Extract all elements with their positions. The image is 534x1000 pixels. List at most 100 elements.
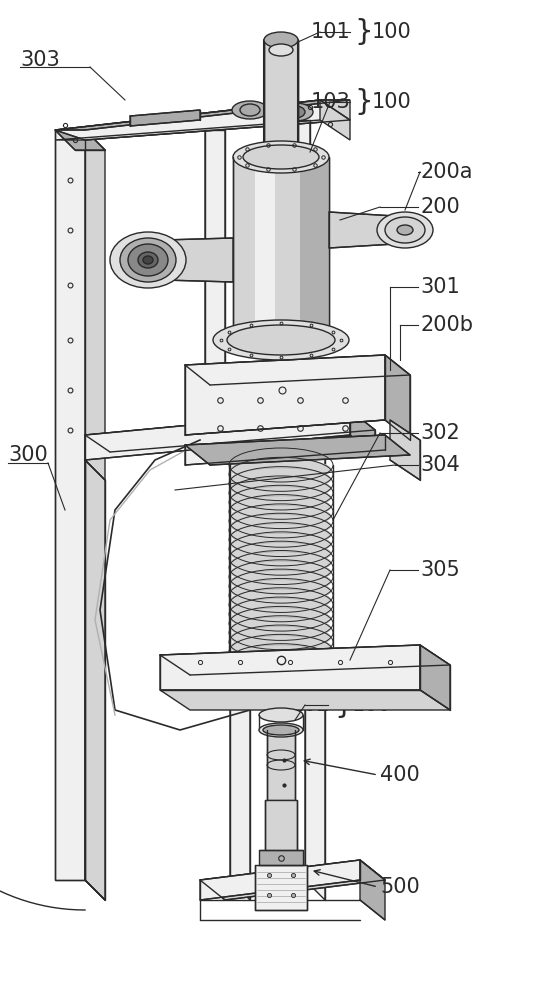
Polygon shape bbox=[420, 645, 450, 710]
Ellipse shape bbox=[231, 617, 331, 639]
Polygon shape bbox=[305, 435, 325, 900]
Ellipse shape bbox=[231, 543, 331, 565]
Polygon shape bbox=[85, 410, 350, 460]
Ellipse shape bbox=[231, 552, 331, 574]
Ellipse shape bbox=[233, 141, 329, 173]
Ellipse shape bbox=[231, 645, 331, 667]
Text: 303: 303 bbox=[20, 50, 60, 70]
Text: 101: 101 bbox=[310, 22, 350, 42]
Text: }: } bbox=[334, 691, 352, 719]
Text: 102: 102 bbox=[290, 695, 330, 715]
Ellipse shape bbox=[231, 654, 331, 676]
Polygon shape bbox=[385, 355, 410, 440]
Ellipse shape bbox=[277, 103, 313, 121]
Ellipse shape bbox=[110, 232, 186, 288]
Polygon shape bbox=[390, 420, 420, 480]
Ellipse shape bbox=[231, 570, 331, 592]
Ellipse shape bbox=[231, 515, 331, 537]
Polygon shape bbox=[200, 860, 360, 900]
Polygon shape bbox=[360, 860, 385, 920]
Text: 301: 301 bbox=[420, 277, 460, 297]
Ellipse shape bbox=[231, 524, 331, 546]
Ellipse shape bbox=[232, 101, 268, 119]
Polygon shape bbox=[160, 645, 450, 675]
Text: 304: 304 bbox=[420, 455, 460, 475]
Polygon shape bbox=[185, 435, 385, 465]
Text: 305: 305 bbox=[420, 560, 460, 580]
Text: 200: 200 bbox=[420, 197, 460, 217]
Polygon shape bbox=[55, 120, 350, 140]
Text: 302: 302 bbox=[420, 423, 460, 443]
Ellipse shape bbox=[231, 589, 331, 611]
Ellipse shape bbox=[231, 608, 331, 630]
Text: 200a: 200a bbox=[420, 162, 473, 182]
Ellipse shape bbox=[231, 598, 331, 620]
Polygon shape bbox=[329, 212, 395, 248]
Text: 100: 100 bbox=[352, 695, 392, 715]
Polygon shape bbox=[160, 690, 450, 710]
Ellipse shape bbox=[231, 580, 331, 602]
Ellipse shape bbox=[231, 487, 331, 509]
Ellipse shape bbox=[120, 238, 176, 282]
Polygon shape bbox=[200, 860, 385, 900]
Polygon shape bbox=[267, 730, 295, 800]
Ellipse shape bbox=[231, 561, 331, 583]
Polygon shape bbox=[185, 435, 410, 465]
Polygon shape bbox=[264, 40, 298, 150]
Text: 200b: 200b bbox=[420, 315, 473, 335]
Text: 500: 500 bbox=[380, 877, 420, 897]
Polygon shape bbox=[55, 100, 350, 140]
Ellipse shape bbox=[240, 104, 260, 116]
Polygon shape bbox=[130, 110, 200, 126]
Ellipse shape bbox=[231, 636, 331, 658]
Ellipse shape bbox=[243, 145, 319, 169]
Text: 100: 100 bbox=[372, 92, 412, 112]
Ellipse shape bbox=[263, 725, 299, 735]
Ellipse shape bbox=[285, 106, 305, 118]
Ellipse shape bbox=[264, 32, 298, 48]
Polygon shape bbox=[350, 410, 375, 455]
Ellipse shape bbox=[231, 468, 331, 490]
Polygon shape bbox=[55, 130, 105, 150]
Polygon shape bbox=[230, 435, 250, 900]
Polygon shape bbox=[185, 355, 410, 385]
Ellipse shape bbox=[143, 256, 153, 264]
Polygon shape bbox=[300, 157, 329, 340]
Polygon shape bbox=[290, 120, 310, 460]
Text: }: } bbox=[354, 18, 373, 46]
Polygon shape bbox=[233, 157, 329, 340]
Polygon shape bbox=[259, 850, 303, 865]
Polygon shape bbox=[255, 157, 275, 340]
Polygon shape bbox=[55, 130, 85, 880]
Ellipse shape bbox=[213, 320, 349, 360]
Text: 300: 300 bbox=[8, 445, 48, 465]
Ellipse shape bbox=[385, 217, 425, 243]
Polygon shape bbox=[265, 800, 297, 855]
Polygon shape bbox=[55, 100, 350, 130]
Ellipse shape bbox=[259, 723, 303, 737]
Ellipse shape bbox=[377, 212, 433, 248]
Ellipse shape bbox=[231, 505, 331, 527]
Polygon shape bbox=[85, 460, 105, 900]
Text: }: } bbox=[354, 88, 373, 116]
Polygon shape bbox=[160, 645, 420, 690]
Polygon shape bbox=[205, 130, 225, 460]
Ellipse shape bbox=[231, 533, 331, 555]
Polygon shape bbox=[255, 865, 307, 910]
Ellipse shape bbox=[231, 496, 331, 518]
Ellipse shape bbox=[231, 459, 331, 481]
Ellipse shape bbox=[128, 244, 168, 276]
Text: 100: 100 bbox=[372, 22, 412, 42]
Ellipse shape bbox=[227, 325, 335, 355]
Ellipse shape bbox=[269, 44, 293, 56]
Polygon shape bbox=[163, 238, 233, 282]
Ellipse shape bbox=[138, 252, 158, 268]
Polygon shape bbox=[85, 410, 375, 452]
Text: 400: 400 bbox=[380, 765, 420, 785]
Polygon shape bbox=[85, 130, 105, 900]
Polygon shape bbox=[320, 100, 350, 140]
Polygon shape bbox=[185, 355, 385, 435]
Ellipse shape bbox=[231, 477, 331, 499]
Ellipse shape bbox=[397, 225, 413, 235]
Text: 103: 103 bbox=[310, 92, 350, 112]
